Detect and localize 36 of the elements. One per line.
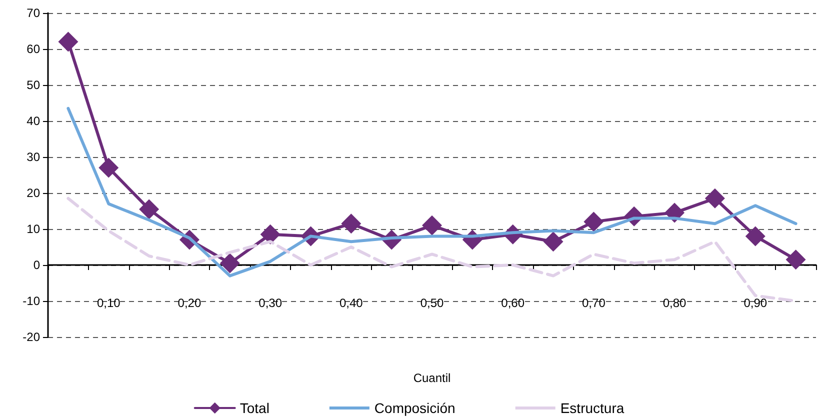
point	[543, 232, 564, 252]
x-tick-label: 0,10	[96, 296, 121, 310]
point	[786, 250, 806, 270]
y-tick-label: 50	[26, 78, 40, 92]
point	[58, 32, 78, 52]
x-tick-label: 0,70	[582, 296, 606, 310]
legend-label: Total	[240, 400, 270, 416]
legend-label: Estructura	[560, 400, 624, 416]
point	[704, 188, 725, 208]
x-tick-label: 0,40	[339, 296, 364, 310]
y-tick-label: 60	[26, 42, 40, 56]
x-tick-label: 0,80	[662, 296, 687, 310]
y-tick-label: 20	[26, 186, 40, 200]
y-tick-label: 30	[26, 150, 40, 164]
x-tick-label: 0,50	[420, 296, 444, 310]
x-tick-label: 0,90	[744, 296, 768, 310]
y-tick-label: 40	[26, 114, 40, 128]
x-axis-title: Cuantil	[413, 371, 451, 385]
y-tick-label: 10	[26, 222, 40, 236]
point	[341, 214, 362, 234]
point	[139, 199, 160, 220]
x-tick-label: 0,60	[501, 296, 525, 310]
y-tick-label: -10	[22, 294, 40, 308]
x-tick-label: 0,30	[258, 296, 282, 310]
point	[422, 215, 442, 236]
legend-label: Composición	[374, 400, 456, 416]
point	[260, 224, 280, 244]
line-series	[66, 106, 798, 278]
point	[745, 226, 766, 246]
point	[98, 158, 119, 178]
point	[220, 253, 240, 274]
x-tick-label: 0,20	[178, 296, 202, 310]
y-tick-label: 0	[33, 258, 40, 272]
y-tick-label: -20	[22, 330, 40, 344]
y-tick-label: 70	[26, 6, 40, 20]
point	[584, 212, 604, 232]
